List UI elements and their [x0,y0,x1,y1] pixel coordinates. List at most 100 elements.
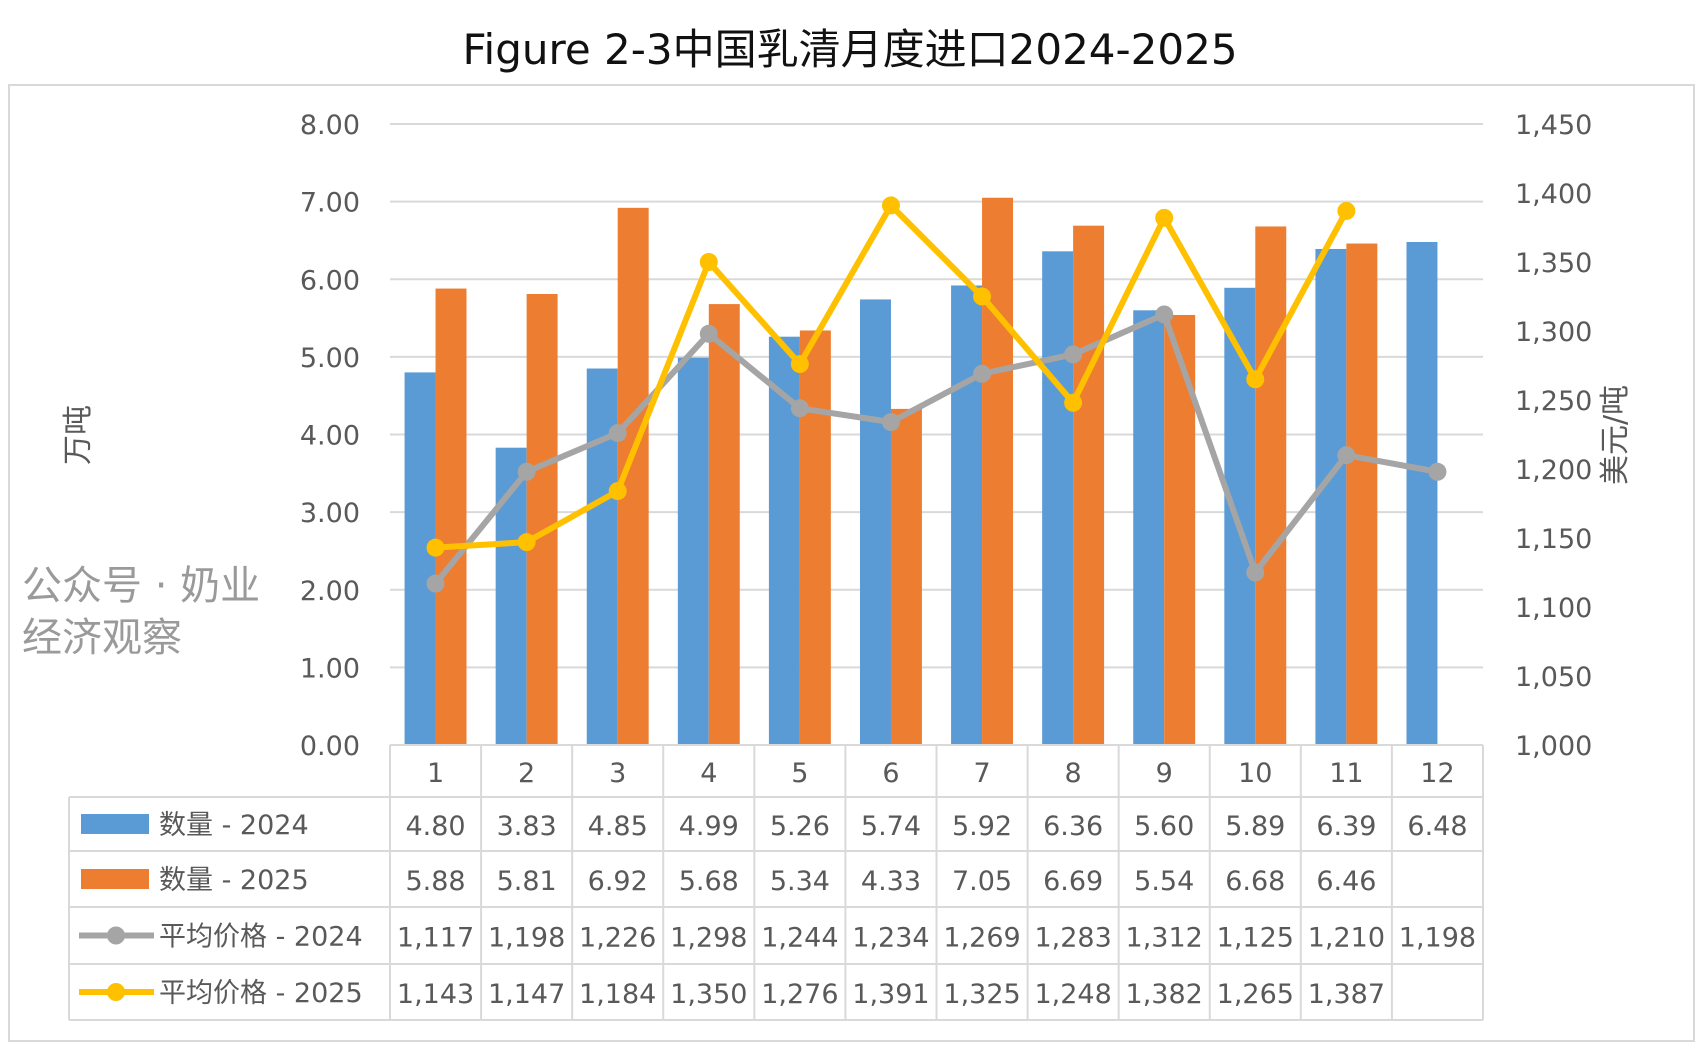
data-label: 1,210 [1308,923,1385,954]
data-label: 1,276 [761,979,838,1010]
bar-2024 [859,299,891,745]
data-label: 1,382 [1126,979,1203,1010]
line-point [790,399,809,418]
line-point [1337,201,1356,220]
data-label: 6.68 [1225,866,1285,897]
x-tick-label: 12 [1420,758,1454,789]
line-point [1155,208,1174,227]
data-label: 5.60 [1134,811,1194,842]
data-label: 6.46 [1316,866,1376,897]
y-tick-label: 2.00 [300,576,360,607]
y-tick-label: 3.00 [300,498,360,529]
data-label: 4.85 [588,811,648,842]
y2-axis-label: 美元/吨 [1598,385,1633,485]
data-label: 4.99 [679,811,739,842]
legend-label: 平均价格 - 2024 [159,922,363,953]
y-tick-label: 8.00 [300,110,360,141]
y2-tick-label: 1,050 [1515,662,1592,693]
y-tick-label: 6.00 [300,265,360,296]
bar-2025 [1346,243,1378,746]
data-label: 1,325 [943,979,1020,1010]
legend-marker [107,983,125,1001]
y2-tick-label: 1,350 [1515,248,1592,279]
line-point [790,355,809,374]
bar-2024 [951,285,983,745]
data-label: 1,391 [852,979,929,1010]
line-point [517,462,536,481]
legend-label: 平均价格 - 2025 [159,978,363,1009]
bar-2025 [526,293,558,745]
y-tick-label: 7.00 [300,188,360,219]
y2-tick-label: 1,250 [1515,386,1592,417]
bar-2025 [1255,226,1287,746]
line-point [1428,462,1447,481]
data-label: 1,226 [579,923,656,954]
line-point [1246,563,1265,582]
line-point [973,287,992,306]
line-point [426,574,445,593]
legend-label: 数量 - 2024 [159,810,309,841]
line-point [1246,370,1265,389]
y2-tick-label: 1,100 [1515,593,1592,624]
data-label: 1,387 [1308,979,1385,1010]
data-label: 1,184 [579,979,656,1010]
data-label: 6.69 [1043,866,1103,897]
bar-2025 [982,197,1014,745]
x-tick-label: 5 [791,758,808,789]
legend-marker [107,926,125,945]
bar-2025 [1164,314,1196,745]
bar-2024 [1042,251,1074,745]
data-label: 3.83 [497,811,557,842]
x-tick-label: 8 [1065,758,1082,789]
x-tick-label: 2 [518,758,535,789]
data-label: 1,198 [1399,923,1476,954]
data-label: 7.05 [952,866,1012,897]
y-tick-label: 5.00 [300,343,360,374]
x-tick-label: 10 [1238,758,1272,789]
legend-swatch [81,869,149,889]
line-point [517,533,536,552]
data-label: 5.54 [1134,866,1194,897]
bar-2025 [890,408,922,745]
axes: 0.00 1.00 2.00 3.00 4.00 5.00 6.00 7.00 8.00 1,00… [300,110,1592,762]
x-tick-label: 1 [427,758,444,789]
x-tick-label: 3 [609,758,626,789]
x-tick-label: 11 [1329,758,1363,789]
data-label: 6.36 [1043,811,1103,842]
bar-2024 [1133,310,1165,745]
data-label: 1,248 [1034,979,1111,1010]
lines [426,196,1447,593]
bar-2024 [404,372,436,745]
bar-2024 [586,368,618,745]
bar-2024 [1315,248,1347,745]
data-label: 1,117 [397,923,474,954]
watermark: 公众号 · 奶业经济观察 [22,563,261,661]
data-label: 1,283 [1034,923,1111,954]
data-label: 1,350 [670,979,747,1010]
data-label: 5.68 [679,866,739,897]
line-point [1155,305,1174,324]
line-point [608,424,627,443]
bar-2024 [1224,287,1256,745]
bar-2025 [799,330,831,745]
data-label: 1,198 [488,923,565,954]
data-label: 5.88 [405,866,465,897]
data-label: 6.92 [588,866,648,897]
y-tick-label: 0.00 [300,731,360,762]
line-point [608,482,627,501]
y2-tick-label: 1,300 [1515,317,1592,348]
series-line [433,311,1438,586]
data-label: 1,312 [1126,923,1203,954]
legend-swatch [81,814,149,834]
x-tick-label: 9 [1156,758,1173,789]
y2-tick-label: 1,000 [1515,731,1592,762]
data-label: 1,298 [670,923,747,954]
chart-frame [8,84,1695,1042]
data-label: 5.34 [770,866,830,897]
y-tick-label: 1.00 [300,653,360,684]
bar-2024 [1406,241,1438,746]
line-point [1064,345,1083,364]
data-label: 5.26 [770,811,830,842]
